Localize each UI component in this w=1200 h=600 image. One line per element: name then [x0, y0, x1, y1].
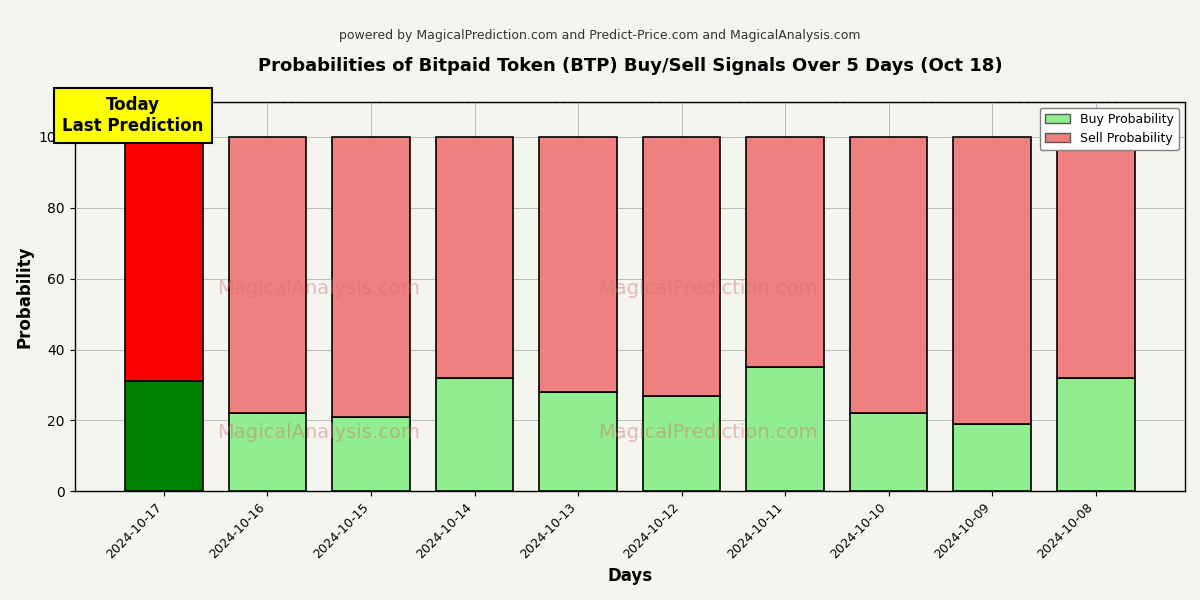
Text: MagicalAnalysis.com: MagicalAnalysis.com	[217, 424, 420, 442]
Bar	[125, 382, 203, 491]
Legend: Buy Probability, Sell Probability: Buy Probability, Sell Probability	[1040, 108, 1178, 150]
Text: powered by MagicalPrediction.com and Predict-Price.com and MagicalAnalysis.com: powered by MagicalPrediction.com and Pre…	[340, 29, 860, 42]
Bar	[229, 137, 306, 413]
Bar	[1057, 137, 1134, 378]
X-axis label: Days: Days	[607, 567, 653, 585]
Bar	[125, 137, 203, 382]
Bar	[643, 395, 720, 491]
Bar	[539, 137, 617, 392]
Title: Probabilities of Bitpaid Token (BTP) Buy/Sell Signals Over 5 Days (Oct 18): Probabilities of Bitpaid Token (BTP) Buy…	[258, 57, 1002, 75]
Text: MagicalPrediction.com: MagicalPrediction.com	[598, 279, 817, 298]
Text: Today
Last Prediction: Today Last Prediction	[62, 97, 204, 135]
Y-axis label: Probability: Probability	[16, 245, 34, 347]
Text: MagicalPrediction.com: MagicalPrediction.com	[598, 424, 817, 442]
Bar	[436, 137, 514, 378]
Bar	[953, 424, 1031, 491]
Bar	[643, 137, 720, 395]
Text: MagicalAnalysis.com: MagicalAnalysis.com	[217, 279, 420, 298]
Bar	[332, 137, 410, 417]
Bar	[1057, 378, 1134, 491]
Bar	[746, 367, 824, 491]
Bar	[332, 417, 410, 491]
Bar	[436, 378, 514, 491]
Bar	[850, 413, 928, 491]
Bar	[539, 392, 617, 491]
Bar	[850, 137, 928, 413]
Bar	[229, 413, 306, 491]
Bar	[746, 137, 824, 367]
Bar	[953, 137, 1031, 424]
